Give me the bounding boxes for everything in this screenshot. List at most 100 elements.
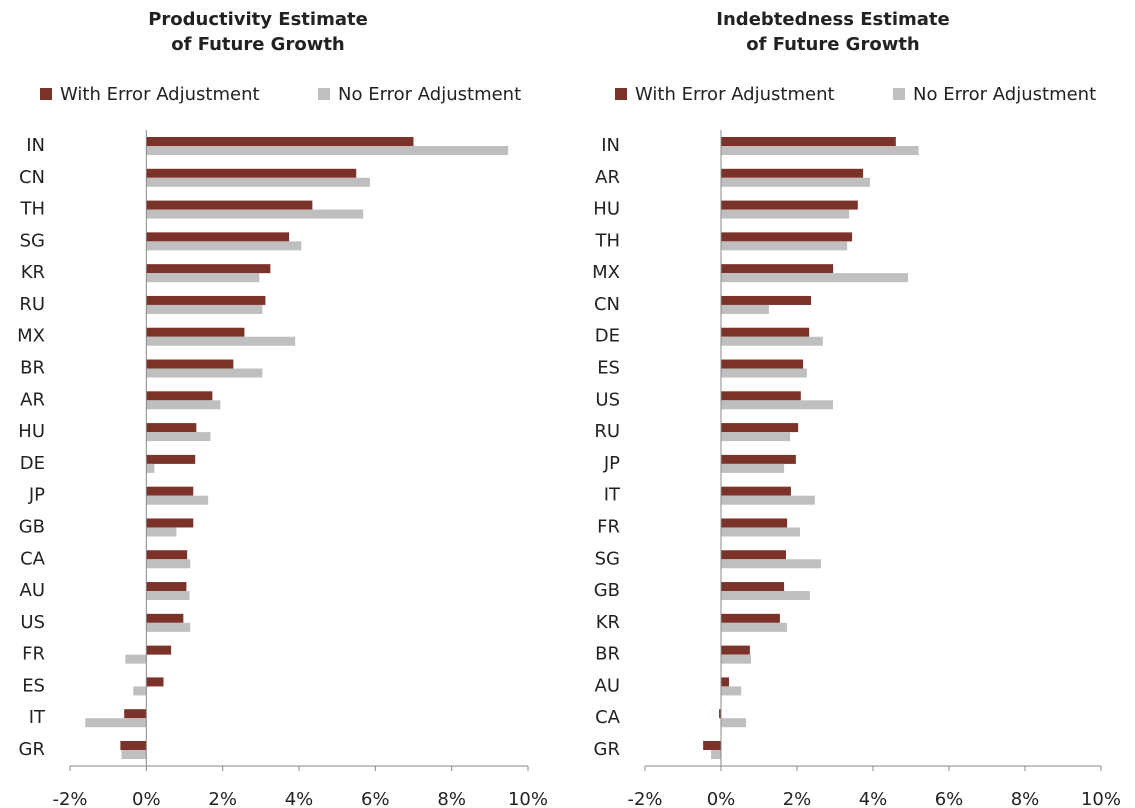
x-tick-label: -2% <box>627 789 662 808</box>
bar <box>721 486 791 496</box>
bar <box>721 677 729 687</box>
x-tick-label: 8% <box>1011 789 1040 808</box>
category-label: GB <box>19 516 45 537</box>
bar <box>125 654 147 664</box>
category-label: CA <box>595 707 621 728</box>
bar <box>721 137 896 146</box>
bar <box>146 232 290 242</box>
bar <box>721 336 823 346</box>
bar <box>721 613 780 623</box>
bar <box>146 518 194 528</box>
bar <box>146 582 187 592</box>
chart-title: Productivity Estimate <box>148 9 368 30</box>
x-tick-label: 10% <box>508 789 548 808</box>
bar <box>146 295 266 305</box>
chart-title: Indebtedness Estimate <box>716 9 949 30</box>
bar <box>721 591 810 601</box>
category-label: RU <box>19 294 45 315</box>
category-label: BR <box>595 644 620 665</box>
category-label: AR <box>595 167 620 188</box>
x-tick-label: 0% <box>707 789 736 808</box>
bar <box>721 273 908 283</box>
bar <box>146 273 260 283</box>
x-tick-label: 8% <box>437 789 466 808</box>
bar <box>133 686 147 696</box>
bar <box>721 146 919 155</box>
bar <box>721 391 801 401</box>
legend-label: No Error Adjustment <box>338 84 521 105</box>
bar <box>721 622 788 632</box>
legend-swatch <box>615 88 627 100</box>
bar <box>146 168 357 178</box>
bar <box>146 137 414 146</box>
bar <box>124 709 147 719</box>
bar <box>121 750 147 759</box>
x-tick-label: 6% <box>361 789 390 808</box>
bar <box>721 327 810 337</box>
legend-label: With Error Adjustment <box>635 84 835 105</box>
category-label: TH <box>19 199 45 220</box>
x-tick-label: 0% <box>132 789 161 808</box>
legend-label: No Error Adjustment <box>913 84 1096 105</box>
category-label: CN <box>594 294 620 315</box>
category-label: IN <box>26 135 45 156</box>
category-label: GR <box>594 739 620 760</box>
bar <box>146 495 209 505</box>
bar <box>146 368 263 378</box>
bar <box>146 423 197 433</box>
bar <box>146 264 271 274</box>
category-label: AU <box>20 580 46 601</box>
bar <box>146 336 296 346</box>
category-label: DE <box>595 326 620 347</box>
bar <box>146 304 263 314</box>
category-label: IT <box>29 707 46 728</box>
category-label: SG <box>595 548 620 569</box>
bar <box>721 423 799 433</box>
bar <box>146 400 221 410</box>
bar <box>721 654 752 664</box>
bar <box>146 677 164 687</box>
category-label: FR <box>597 516 620 537</box>
category-label: DE <box>20 453 45 474</box>
bar <box>721 559 821 569</box>
x-tick-label: 4% <box>285 789 314 808</box>
bar <box>721 200 858 210</box>
bar <box>146 463 155 473</box>
category-label: BR <box>20 358 45 379</box>
bar <box>721 295 812 305</box>
category-label: MX <box>592 262 620 283</box>
category-label: ES <box>597 358 620 379</box>
category-label: AU <box>595 675 621 696</box>
category-label: MX <box>17 326 45 347</box>
bar <box>721 209 850 219</box>
category-label: JP <box>28 485 45 506</box>
bar <box>146 200 313 210</box>
category-label: JP <box>603 453 620 474</box>
bar <box>721 495 815 505</box>
category-label: GR <box>19 739 45 760</box>
bar <box>146 622 191 632</box>
x-tick-label: 10% <box>1081 789 1121 808</box>
bar <box>146 486 194 496</box>
bar <box>146 432 211 442</box>
category-label: GB <box>594 580 620 601</box>
legend-swatch <box>40 88 52 100</box>
bar <box>146 454 196 464</box>
x-tick-label: 2% <box>208 789 237 808</box>
bar <box>146 591 190 601</box>
category-label: FR <box>22 644 45 665</box>
bar <box>146 241 302 251</box>
bar <box>146 550 188 560</box>
bar <box>146 391 213 401</box>
category-label: AR <box>20 389 45 410</box>
bar <box>721 432 791 442</box>
category-label: CN <box>19 167 45 188</box>
bar <box>721 454 796 464</box>
bar <box>721 241 848 251</box>
bar <box>721 527 801 537</box>
category-label: SG <box>20 230 45 251</box>
bar <box>721 264 834 274</box>
category-label: KR <box>596 612 620 633</box>
bar <box>146 527 177 537</box>
